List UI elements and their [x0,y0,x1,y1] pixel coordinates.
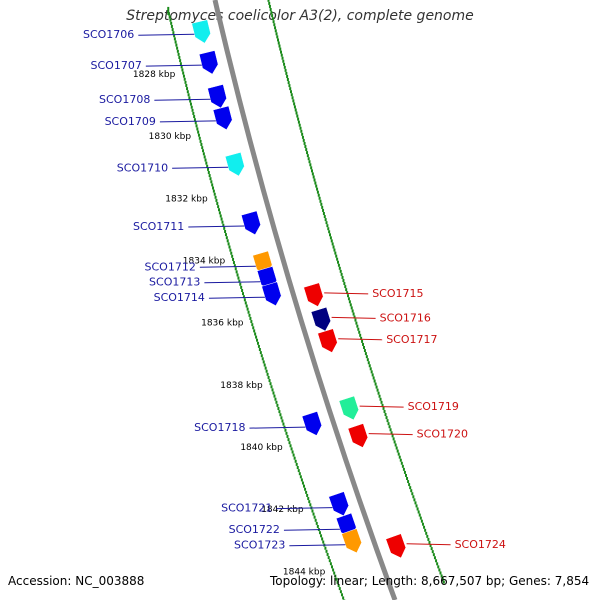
tick-layer [167,0,445,600]
gene-leader-line [331,316,376,319]
scale-label: 1840 kbp [240,443,283,453]
gene-label[interactable]: SCO1711 [133,220,184,233]
gene-arrow[interactable] [317,328,338,353]
genome-summary-text: Topology: linear; Length: 8,667,507 bp; … [270,574,590,588]
gene-arrow[interactable] [301,411,322,436]
gene-arrow[interactable] [261,281,282,307]
gene-label[interactable]: SCO1710 [117,161,168,174]
gene-leader-line [324,292,369,295]
gene-label[interactable]: SCO1723 [234,539,285,552]
gene-leader-line [138,33,195,36]
gene-label[interactable]: SCO1715 [372,287,423,300]
gene-label[interactable]: SCO1721 [221,502,272,515]
gene-label[interactable]: SCO1714 [154,291,205,304]
gene-label[interactable]: SCO1713 [149,276,200,289]
gene-label[interactable]: SCO1724 [455,538,506,551]
gene-layer [191,19,407,559]
scale-label: 1834 kbp [183,257,226,267]
scale-label: 1836 kbp [201,319,244,329]
gene-label[interactable]: SCO1708 [99,93,150,106]
gene-leader-line [289,544,346,547]
gene-arrow[interactable] [303,282,324,307]
gene-leader-line [154,98,211,101]
gene-label[interactable]: SCO1716 [380,311,431,324]
gene-arrow[interactable] [347,423,369,448]
gene-leader-line [199,265,256,268]
gene-leader-line [188,225,245,228]
gene-leader-line [145,64,202,67]
gene-label[interactable]: SCO1718 [194,421,245,434]
gene-label[interactable]: SCO1712 [145,260,196,273]
map-title: Streptomyces coelicolor A3(2), complete … [126,8,474,24]
gene-label[interactable]: SCO1706 [83,28,134,41]
gene-arrow[interactable] [191,19,211,44]
gene-leader-line [204,281,261,284]
gene-leader-line [276,507,333,510]
gene-leader-line [359,405,404,408]
scale-label: 1838 kbp [220,381,263,391]
gene-arrow[interactable] [198,50,219,75]
gene-leader-line [208,296,265,299]
scale-label: 1830 kbp [149,132,192,142]
backbone-layer [212,0,398,600]
scale-label: 1842 kbp [261,505,304,515]
gene-label[interactable]: SCO1720 [417,428,468,441]
gene-leader-line [159,120,216,123]
gene-arrow[interactable] [341,528,362,554]
gene-arrow[interactable] [310,306,331,332]
gene-label[interactable]: SCO1722 [229,523,280,536]
scale-label: 1832 kbp [165,194,208,204]
gene-arrow[interactable] [385,533,407,559]
gene-label[interactable]: SCO1709 [105,115,156,128]
gene-leader-line [249,426,306,429]
gene-arrow[interactable] [212,105,233,131]
accession-text: Accession: NC_003888 [8,574,145,588]
gene-arrow[interactable] [240,210,261,236]
gene-leader-line [368,433,413,436]
gene-arrow[interactable] [338,395,359,421]
scale-label: 1844 kbp [283,567,326,577]
gene-leader-line [172,166,229,169]
gene-leader-line [338,338,383,341]
gene-arrow[interactable] [224,151,245,177]
label-layer: 1828 kbp 1830 kbp 1832 kbp 1834 kbp 1836 kbp… [83,28,506,577]
gene-arrow[interactable] [328,491,349,517]
gene-label[interactable]: SCO1719 [408,400,459,413]
gene-label[interactable]: SCO1717 [386,333,437,346]
gene-label[interactable]: SCO1707 [91,59,142,72]
scale-label: 1828 kbp [133,70,176,80]
genome-backbone [212,0,398,600]
gene-leader-line [406,543,451,546]
gene-leader-line [283,528,340,531]
gene-arrow[interactable] [207,84,227,109]
